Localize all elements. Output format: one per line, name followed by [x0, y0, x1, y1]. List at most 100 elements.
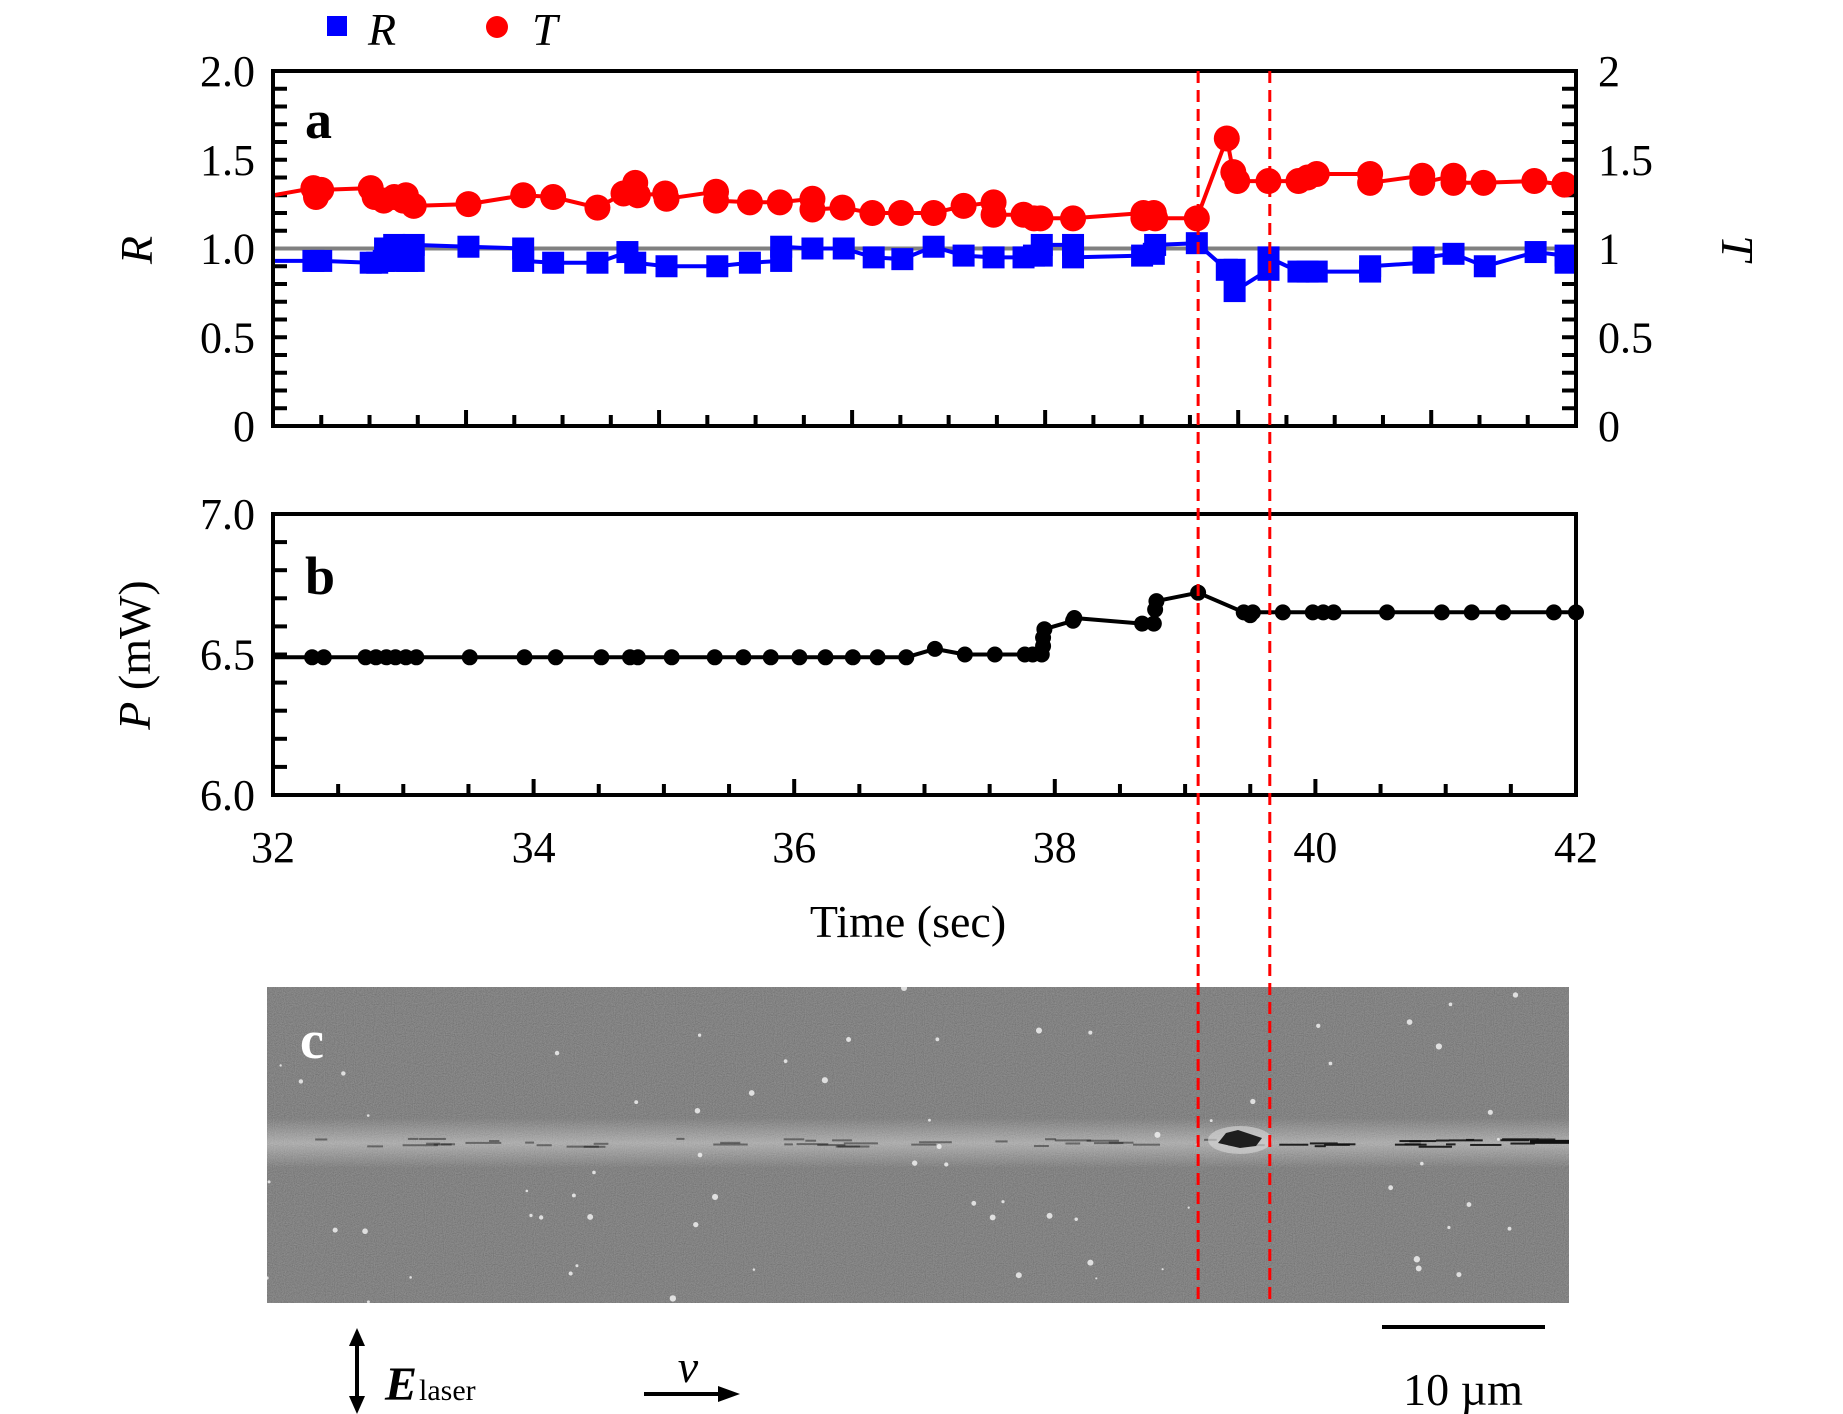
y-axis-title-unit: (mW)	[109, 580, 160, 701]
data-point-P	[817, 649, 834, 666]
sem-particle	[341, 1071, 346, 1076]
legend: R T	[327, 4, 561, 55]
sem-particle	[1447, 1225, 1451, 1230]
data-point-R	[832, 237, 855, 260]
sem-particle	[1161, 1268, 1164, 1271]
data-point-T	[540, 184, 567, 211]
sem-particle	[1487, 1109, 1493, 1115]
sem-particle	[366, 1300, 370, 1303]
sem-crack	[1530, 1139, 1569, 1144]
data-point-R	[310, 249, 333, 272]
sem-crack	[835, 1145, 870, 1148]
data-point-P	[663, 649, 680, 666]
data-point-R	[402, 233, 425, 256]
data-point-P	[844, 649, 861, 666]
sem-particle	[911, 1160, 918, 1166]
data-point-P	[1274, 604, 1291, 621]
sem-particle	[1095, 1277, 1098, 1280]
data-point-T	[584, 194, 611, 221]
panel-c-sem-image: c	[267, 987, 1569, 1303]
data-point-P	[1036, 621, 1053, 638]
data-point-P	[1463, 604, 1480, 621]
series-line-P	[273, 590, 1576, 660]
sem-particle	[267, 1180, 271, 1184]
sem-crack	[1279, 1143, 1309, 1146]
sem-particle	[568, 1271, 573, 1276]
data-point-R	[891, 248, 914, 271]
panel-b-frame	[271, 512, 1578, 797]
sem-particle	[1496, 1137, 1500, 1141]
sem-crack	[426, 1142, 441, 1145]
sem-particle	[267, 1276, 269, 1280]
sem-particle	[935, 1037, 940, 1042]
sem-crack	[465, 1141, 502, 1144]
panel-b-y-axis-title: P (mW)	[109, 580, 160, 730]
sem-crack	[1045, 1138, 1057, 1141]
sem-crack	[489, 1140, 500, 1143]
data-point-T	[624, 182, 651, 209]
sem-crack	[1436, 1139, 1450, 1142]
legend-marker-t	[486, 16, 508, 38]
sem-crack	[1314, 1145, 1326, 1148]
sem-particle	[529, 1213, 533, 1218]
panel-b-x-axis-title: Time (sec)	[810, 896, 1006, 947]
data-point-R	[512, 249, 535, 272]
sem-particle	[697, 1152, 703, 1158]
sem-crack	[1033, 1145, 1049, 1148]
data-point-P	[706, 649, 723, 666]
data-point-T	[1409, 169, 1436, 196]
sem-particle	[901, 987, 908, 991]
data-point-T	[703, 187, 730, 214]
velocity-arrow-head	[718, 1386, 740, 1402]
sem-particle	[1448, 1002, 1453, 1007]
event-marker-lines	[1196, 71, 1272, 1303]
sem-particle	[1046, 1212, 1053, 1219]
data-point-R	[801, 237, 824, 260]
data-point-R	[457, 235, 480, 258]
velocity-label: v	[678, 1341, 699, 1392]
sem-crack	[1324, 1143, 1350, 1146]
sem-particle	[332, 1227, 338, 1233]
data-point-T	[1183, 205, 1210, 232]
data-point-T	[980, 201, 1007, 228]
data-point-T	[1470, 169, 1497, 196]
panel-a: a 0 0.5 1.0 1.5 2.0 0 0.5 1 1.5 2 R T	[111, 47, 1763, 451]
sem-particle	[928, 1118, 931, 1122]
sem-particle	[298, 1079, 304, 1084]
polarization-arrow-down-head	[349, 1396, 365, 1414]
y2-tick-label: 1	[1598, 225, 1620, 274]
data-point-T	[1027, 205, 1054, 232]
data-point-T	[653, 185, 680, 212]
sem-crack	[1094, 1142, 1124, 1145]
sem-particle	[1035, 1027, 1043, 1034]
data-point-P	[1379, 604, 1396, 621]
sem-particle	[1001, 1200, 1005, 1204]
data-point-R	[1359, 255, 1382, 278]
sem-particle	[1466, 1202, 1472, 1207]
sem-crack	[419, 1137, 446, 1140]
sem-particle	[697, 1033, 702, 1037]
x-tick-label: 38	[1033, 823, 1077, 872]
data-point-P	[547, 649, 564, 666]
data-point-R	[1030, 233, 1053, 256]
data-point-P	[1066, 609, 1083, 626]
data-point-R	[952, 244, 975, 267]
data-point-T	[736, 189, 763, 216]
data-point-P	[791, 649, 808, 666]
data-point-T	[1551, 171, 1578, 198]
legend-label-t: T	[532, 4, 561, 55]
sem-particle	[362, 1228, 368, 1235]
panel-a-letter: a	[305, 90, 332, 150]
legend-label-r: R	[367, 4, 396, 55]
sem-crack	[1086, 1139, 1119, 1142]
y-axis-title-symbol: P	[109, 702, 160, 731]
sem-particle	[1250, 1098, 1256, 1105]
data-point-P	[898, 649, 915, 666]
panel-b-letter: b	[305, 546, 335, 606]
data-point-R	[586, 251, 609, 274]
data-point-R	[1412, 246, 1435, 269]
data-point-T	[1142, 205, 1169, 232]
y-tick-label: 6.0	[200, 771, 255, 820]
data-point-T	[1521, 168, 1548, 195]
